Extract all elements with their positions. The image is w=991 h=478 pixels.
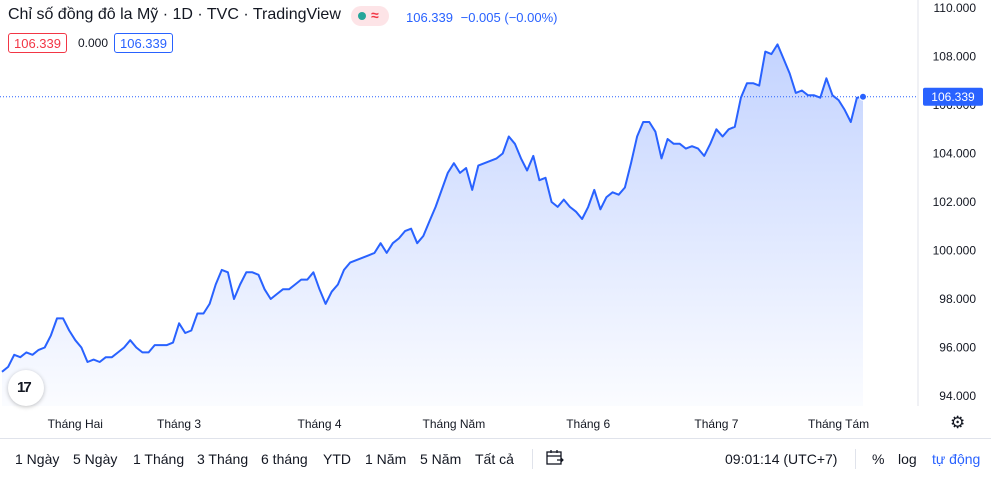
bottom-toolbar: 1 Ngày 5 Ngày 1 Tháng 3 Tháng 6 tháng YT…	[0, 438, 991, 478]
range-5d-button[interactable]: 5 Ngày	[73, 451, 118, 467]
x-tick-label: Tháng Hai	[48, 417, 103, 431]
y-tick-label: 110.000	[934, 1, 977, 15]
x-tick-label: Tháng 7	[694, 417, 738, 431]
last-price-dot	[859, 92, 867, 101]
settings-gear-icon[interactable]: ⚙	[950, 413, 966, 432]
date-range-icon[interactable]	[546, 449, 564, 466]
y-tick-label: 108.000	[933, 50, 977, 64]
last-price-change: 106.339 −0.005 (−0.00%)	[406, 10, 557, 25]
y-tick-label: 102.000	[933, 195, 977, 209]
range-6m-button[interactable]: 6 tháng	[261, 451, 308, 467]
chart-title[interactable]: Chỉ số đồng đô la Mỹ · 1D · TVC · Tradin…	[8, 6, 341, 23]
y-tick-label: 96.000	[939, 341, 976, 355]
percent-scale-toggle[interactable]: %	[872, 451, 885, 467]
market-status-badge[interactable]: ≈	[351, 6, 389, 26]
toolbar-divider	[532, 449, 533, 469]
range-5y-button[interactable]: 5 Năm	[420, 451, 462, 467]
market-open-icon	[358, 12, 366, 20]
y-tick-label: 98.000	[939, 292, 976, 306]
tradingview-logo[interactable]: 17	[8, 370, 44, 406]
x-tick-label: Tháng Tám	[808, 417, 869, 431]
x-tick-label: Tháng Năm	[423, 417, 486, 431]
last-price: 106.339	[406, 10, 453, 25]
tradingview-logo-icon: 17	[17, 379, 32, 396]
x-tick-label: Tháng 4	[298, 417, 342, 431]
price-change: −0.005 (−0.00%)	[460, 10, 558, 25]
auto-scale-toggle[interactable]: tự động	[932, 451, 981, 467]
range-all-button[interactable]: Tất cả	[475, 451, 514, 467]
sell-price-button[interactable]: 106.339	[8, 33, 67, 53]
price-line	[1, 43, 864, 373]
spread-value: 0.000	[78, 36, 109, 50]
x-tick-label: Tháng 6	[566, 417, 610, 431]
range-1d-button[interactable]: 1 Ngày	[15, 451, 60, 467]
y-tick-label: 100.000	[933, 244, 977, 258]
current-price-label: 106.339	[931, 90, 975, 104]
log-scale-toggle[interactable]: log	[898, 451, 917, 467]
range-1y-button[interactable]: 1 Năm	[365, 451, 407, 467]
buy-price-button[interactable]: 106.339	[114, 33, 173, 53]
toolbar-divider	[855, 449, 856, 469]
delayed-data-icon: ≈	[371, 7, 379, 23]
price-area-fill	[2, 44, 863, 407]
clock-timezone[interactable]: 09:01:14 (UTC+7)	[725, 451, 838, 467]
price-chart[interactable]: 110.000108.000106.000104.000102.000100.0…	[0, 0, 991, 438]
range-1m-button[interactable]: 1 Tháng	[133, 451, 185, 467]
range-ytd-button[interactable]: YTD	[323, 451, 351, 467]
range-3m-button[interactable]: 3 Tháng	[197, 451, 249, 467]
y-tick-label: 104.000	[933, 147, 977, 161]
y-tick-label: 94.000	[939, 389, 976, 403]
current-price-badge	[923, 87, 983, 106]
x-tick-label: Tháng 3	[157, 417, 201, 431]
